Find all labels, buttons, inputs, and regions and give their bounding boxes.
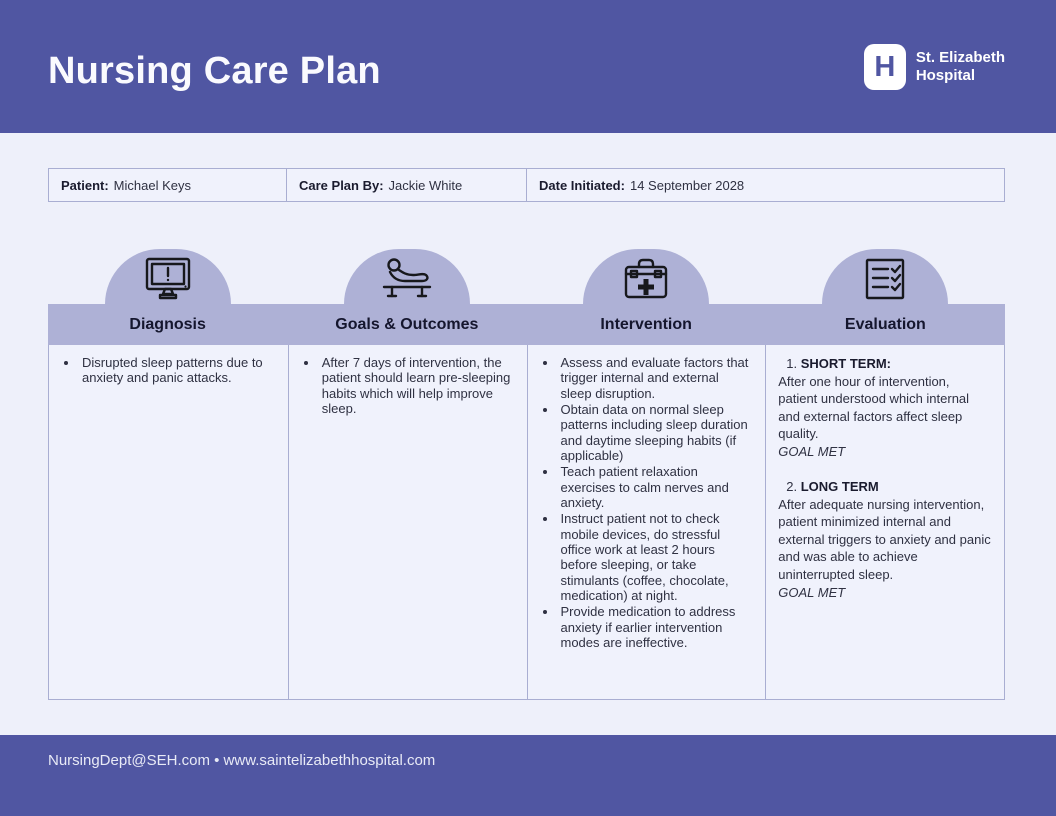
patient-recliner-icon [382,258,432,298]
evaluation-dome [822,249,949,304]
checklist-icon [866,258,905,300]
evaluation-long-term-body: After adequate nursing intervention, pat… [778,496,991,583]
hospital-name-line1: St. Elizabeth [915,49,1005,66]
evaluation-short-term-body: After one hour of intervention, patient … [778,373,970,442]
column-title-evaluation: Evaluation [844,315,926,333]
patient-label: Patient: [61,177,109,193]
intervention-item: Instruct patient not to check mobile dev… [558,511,754,603]
date-initiated-label: Date Initiated: [539,177,625,193]
hospital-name-line2: Hospital [915,67,975,84]
hospital-name: St. Elizabeth Hospital [916,49,1005,85]
evaluation-long-term-section: 2. LONG TERM After adequate nursing inte… [778,478,992,601]
intervention-item: Assess and evaluate factors that trigger… [558,355,754,401]
diagnosis-dome [104,249,231,304]
evaluation-short-term-title: SHORT TERM: [800,356,891,371]
column-title-intervention: Intervention [600,315,692,333]
diagnosis-cell: Disrupted sleep patterns due to anxiety … [49,345,288,699]
evaluation-short-term-section: 1. SHORT TERM: After one hour of interve… [778,355,992,460]
first-aid-kit-icon [624,258,668,299]
column-title-diagnosis: Diagnosis [129,315,206,333]
patient-field: Patient: Michael Keys [49,169,286,201]
footer-contact: NursingDept@SEH.com • www.saintelizabeth… [48,752,436,769]
goals-dome [343,249,470,304]
care-plan-body: Disrupted sleep patterns due to anxiety … [48,345,1005,700]
evaluation-long-term-title: LONG TERM [800,479,879,495]
column-header-band: Diagnosis Goals & Outcomes Intervention … [48,304,1005,345]
diagnosis-list: Disrupted sleep patterns due to anxiety … [61,355,276,386]
date-initiated-field: Date Initiated: 14 September 2028 [526,169,1004,201]
header-banner: Nursing Care Plan H St. Elizabeth Hospit… [0,0,1056,133]
goals-list: After 7 days of intervention, the patien… [301,355,515,416]
page-title: Nursing Care Plan [48,50,381,92]
intervention-item: Obtain data on normal sleep patterns inc… [558,402,754,463]
diagnosis-item: Disrupted sleep patterns due to anxiety … [79,355,276,386]
care-plan-by-value: Jackie White [388,177,463,193]
patient-value: Michael Keys [113,177,191,193]
care-plan-table: Diagnosis Goals & Outcomes Intervention … [48,249,1005,700]
footer-banner: NursingDept@SEH.com • www.saintelizabeth… [0,735,1056,816]
intervention-dome [583,249,710,304]
evaluation-long-term-status: GOAL MET [778,584,846,600]
date-initiated-value: 14 September 2028 [629,177,745,193]
intervention-item: Provide medication to address anxiety if… [558,604,754,650]
intervention-item: Teach patient relaxation exercises to ca… [558,464,754,510]
column-icon-row [48,249,1005,304]
evaluation-long-term-heading: 2. LONG TERM [778,478,992,496]
hospital-logo-letter: H [874,50,896,83]
evaluation-short-term-heading: 1. SHORT TERM: [778,355,992,373]
intervention-list: Assess and evaluate factors that trigger… [540,355,754,650]
evaluation-cell: 1. SHORT TERM: After one hour of interve… [765,345,1004,699]
evaluation-short-term-status: GOAL MET [778,443,846,459]
evaluation-long-term-number: 2. [786,479,798,495]
goals-item: After 7 days of intervention, the patien… [319,355,515,416]
evaluation-short-term-number: 1. [786,356,798,371]
hospital-logo: H St. Elizabeth Hospital [863,44,1005,90]
patient-info-bar: Patient: Michael Keys Care Plan By: Jack… [48,168,1005,202]
goals-cell: After 7 days of intervention, the patien… [287,345,527,699]
monitor-alert-icon [145,257,190,300]
hospital-logo-icon: H [863,44,906,90]
column-title-goals: Goals & Outcomes [335,315,479,333]
care-plan-by-label: Care Plan By: [299,177,384,193]
intervention-cell: Assess and evaluate factors that trigger… [526,345,766,699]
care-plan-by-field: Care Plan By: Jackie White [286,169,526,201]
